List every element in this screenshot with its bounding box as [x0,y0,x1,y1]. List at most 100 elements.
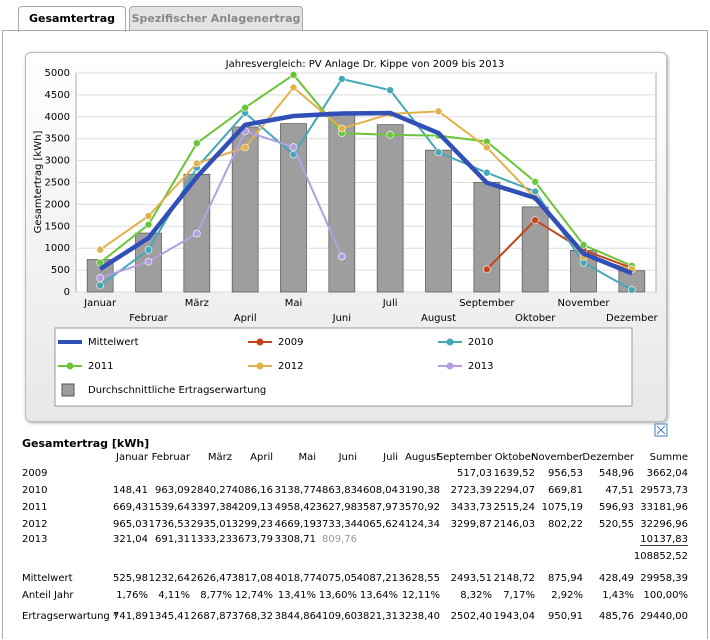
table-cell: 596,93 [599,502,634,513]
table-cell: 2010 [22,485,48,496]
table-cell: 1639,52 [493,468,535,479]
x-tick-label: November [557,298,610,309]
point [144,220,153,229]
table-cell: 669,81 [548,485,583,496]
table-cell: 1943,04 [493,611,535,622]
bar [328,111,356,293]
table-cell: 2146,03 [493,519,535,530]
legend-label: 2009 [278,337,303,348]
legend-marker [256,362,264,370]
table-title: Gesamtertrag [kWh] [22,437,149,450]
table-cell: Februar [151,452,190,463]
table-cell: 2009 [22,468,48,479]
panel [2,30,708,639]
table-cell: 4087,21 [356,573,398,584]
bar [425,149,452,293]
x-tick-label: August [421,313,456,324]
table-cell: 8,77% [200,590,232,601]
table-cell: 1,76% [116,590,148,601]
x-tick-label: Oktober [515,313,556,324]
point [241,103,249,112]
table-cell: 3570,92 [398,502,440,513]
table-cell: Dezember [582,452,634,463]
x-tick-label: Juli [382,298,398,309]
table-cell: 10137,83 [640,534,688,546]
table-cell: 321,04 [113,534,148,545]
point [96,258,104,267]
point [289,83,298,92]
chart-title: Jahresvergleich: PV Anlage Dr. Kippe von… [225,59,505,70]
table-cell: 548,96 [599,468,634,479]
table-cell: 3844,86 [274,611,316,622]
legend-label: 2011 [88,361,113,372]
table-cell: September [436,452,492,463]
y-tick-label: 3500 [45,134,70,145]
table-cell: August [405,452,440,463]
table-cell: 2011 [22,502,48,513]
table-cell: 4109,60 [315,611,357,622]
fullscreen-icon[interactable] [654,423,668,437]
table-cell: 12,74% [234,590,273,601]
line [486,219,633,271]
point [531,216,539,224]
table-cell: 2493,51 [450,573,492,584]
point [531,187,539,196]
table-cell: Juli [383,452,398,463]
table-cell: 485,76 [599,611,634,622]
line [98,110,633,276]
table-cell: 8,32% [460,590,492,601]
point [144,246,153,254]
point [483,265,491,274]
point [434,107,443,116]
table-cell: 3397,38 [190,502,232,513]
table-cell: Juni [338,452,357,463]
point [144,257,153,266]
y-axis-label: Gesamtertrag [kWh] [33,131,44,234]
line [99,77,633,291]
y-tick-label: 500 [51,265,70,276]
table-cell: 3628,55 [398,573,440,584]
legend-marker [256,338,264,346]
table-cell: 3238,40 [398,611,440,622]
table-cell: 3308,71 [274,534,316,545]
table-cell: 2723,39 [450,485,492,496]
legend-label: 2010 [468,337,493,348]
table-cell: 2626,47 [190,573,232,584]
table-cell: 2935,01 [190,519,232,530]
table-cell: 965,03 [113,519,148,530]
point [144,212,153,220]
table-cell: 4086,16 [231,485,273,496]
x-tick-label: Dezember [606,313,658,324]
table-cell: 1333,23 [190,534,232,545]
tab[interactable]: Spezifischer Anlagenertrag [129,6,303,31]
x-tick-label: März [185,298,209,309]
legend-label: 2012 [278,361,303,372]
table-cell: 7,17% [503,590,535,601]
table-cell: 963,09 [155,485,190,496]
table-cell: 2687,87 [190,611,232,622]
table-cell: 3821,31 [356,611,398,622]
table-cell: 12,11% [401,590,440,601]
tab-active[interactable]: Gesamtertrag [18,6,126,32]
table-cell: 2,92% [551,590,583,601]
table-cell: 517,03 [457,468,492,479]
point [193,139,201,147]
table-cell: 4958,42 [274,502,316,513]
legend-marker [66,362,74,370]
line [99,130,343,279]
point [338,124,346,133]
point [338,75,346,83]
table-cell: 802,22 [548,519,583,530]
y-tick-label: 2000 [45,199,70,210]
point [483,143,491,152]
table-cell: Ertragserwartung * [22,611,118,622]
table-cell: 4669,19 [274,519,316,530]
y-tick-label: 2500 [45,178,70,189]
legend-marker [446,362,454,370]
table-cell: 13,60% [318,590,357,601]
table-cell: 4608,04 [356,485,398,496]
table-cell: 3587,97 [356,502,398,513]
table-cell: 2840,27 [190,485,232,496]
point [289,143,298,151]
